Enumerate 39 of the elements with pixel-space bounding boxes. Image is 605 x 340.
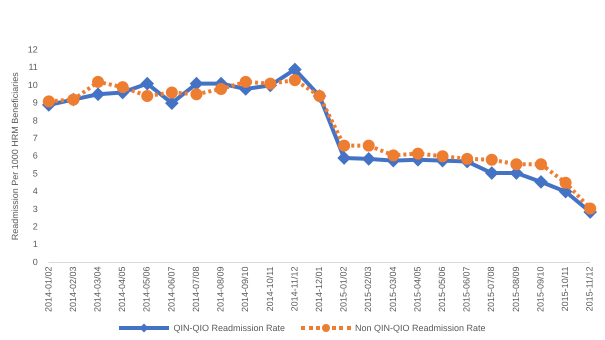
- x-tick-label: 2015-04/05: [412, 266, 422, 312]
- y-axis-title: Readmission Per 1000 HRM Beneficiaries: [10, 72, 20, 240]
- legend-label: Non QIN-QIO Readmission Rate: [355, 323, 486, 333]
- y-tick-label: 0: [32, 256, 38, 267]
- x-tick-label: 2014-05/06: [142, 266, 152, 312]
- x-tick-label: 2014-10/11: [264, 266, 275, 312]
- y-tick-label: 2: [32, 222, 38, 232]
- y-tick-label: 11: [28, 62, 38, 72]
- x-tick-label: 2015-01/02: [338, 266, 349, 312]
- x-tick-label: 2014-12/01: [314, 266, 324, 312]
- y-tick-label: 5: [32, 168, 38, 178]
- y-tick-label: 10: [28, 80, 38, 90]
- x-tick-label: 2015-08/09: [510, 266, 521, 312]
- x-tick-label: 2014-08/09: [216, 266, 226, 312]
- x-tick-label: 2015-02/03: [363, 266, 374, 312]
- y-tick-label: 3: [32, 204, 38, 214]
- x-tick-label: 2014-03/04: [92, 266, 103, 312]
- x-tick-label: 2015-05/06: [437, 266, 448, 312]
- x-tick-label: 2015-10/11: [560, 266, 570, 312]
- x-tick-label: 2014-07/08: [190, 266, 201, 312]
- y-tick-label: 6: [32, 150, 38, 161]
- x-tick-label: 2015-11/12: [584, 266, 595, 312]
- y-tick-label: 4: [32, 186, 38, 196]
- x-tick-label: 2014-01/02: [43, 266, 54, 312]
- y-tick-label: 1: [32, 239, 38, 250]
- y-tick-label: 9: [32, 98, 38, 108]
- y-tick-label: 8: [32, 115, 38, 126]
- x-tick-label: 2015-03/04: [388, 266, 398, 312]
- x-tick-label: 2014-11/12: [289, 266, 300, 312]
- x-tick-label: 2015-07/08: [486, 266, 496, 312]
- x-tick-label: 2014-06/07: [166, 266, 176, 312]
- y-tick-label: 7: [32, 133, 38, 144]
- x-tick-label: 2015-09/10: [535, 266, 546, 312]
- x-tick-label: 2014-04/05: [117, 266, 128, 312]
- legend-label: QIN-QIO Readmission Rate: [173, 323, 285, 333]
- x-tick-label: 2014-09/10: [240, 266, 250, 312]
- x-tick-label: 2014-02/03: [68, 266, 78, 312]
- y-tick-label: 12: [28, 44, 38, 54]
- x-tick-label: 2015-06/07: [462, 266, 472, 312]
